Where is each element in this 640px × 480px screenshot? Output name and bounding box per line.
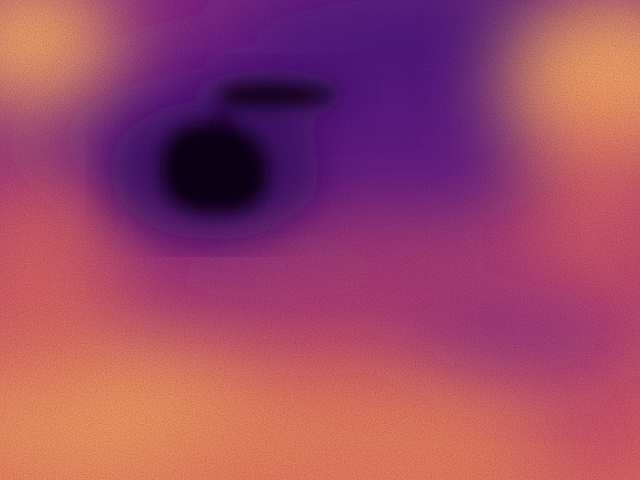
thermal-image-viewport (0, 0, 640, 480)
thermal-image (0, 0, 640, 480)
